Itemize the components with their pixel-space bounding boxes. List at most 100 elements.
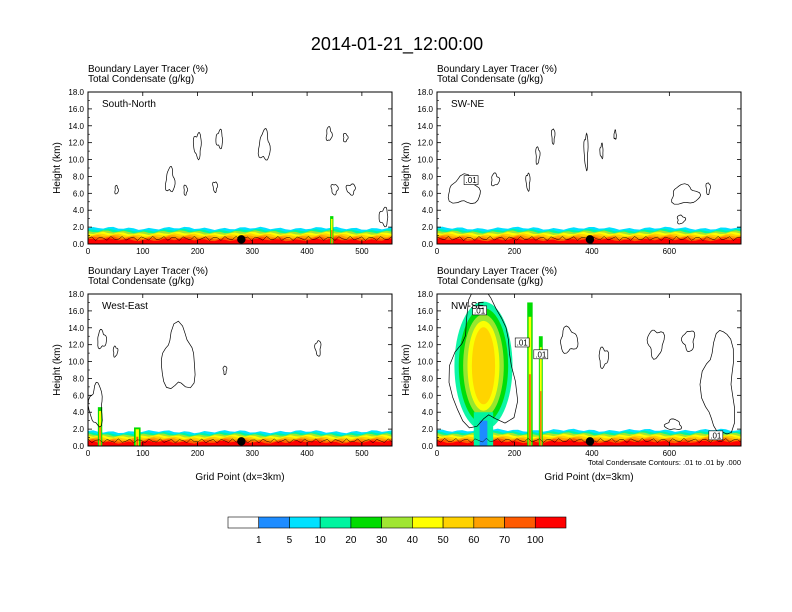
condensate-contour <box>535 146 541 165</box>
panel-background <box>437 92 741 244</box>
x-tick-label: 200 <box>508 449 522 458</box>
condensate-contour <box>646 329 665 360</box>
condensate-contour <box>314 340 322 357</box>
panel-title-line2: Total Condensate (g/kg) <box>88 276 194 287</box>
condensate-contour <box>551 128 556 145</box>
panel-content <box>88 294 392 446</box>
y-tick-label: 6.0 <box>73 189 85 198</box>
y-tick-label: 2.0 <box>422 223 434 232</box>
x-tick-label: 0 <box>435 449 440 458</box>
y-tick-label: 2.0 <box>73 425 85 434</box>
x-tick-label: 0 <box>86 247 91 256</box>
colorbar-label: 10 <box>315 535 327 546</box>
y-tick-label: 0.0 <box>422 240 434 249</box>
y-tick-label: 12.0 <box>68 341 84 350</box>
condensate-contour <box>699 329 735 435</box>
y-tick-label: 4.0 <box>422 408 434 417</box>
condensate-contour <box>112 345 119 358</box>
panel-content: .01 .01 .01 .01 <box>437 294 741 446</box>
condensate-contour <box>378 206 389 228</box>
y-tick-label: 10.0 <box>68 358 84 367</box>
x-tick-label: 200 <box>191 247 205 256</box>
y-tick-label: 4.0 <box>73 206 85 215</box>
y-tick-label: 8.0 <box>73 374 85 383</box>
contour-label-box <box>514 337 530 348</box>
panel-label: West-East <box>102 301 148 312</box>
y-tick-label: 8.0 <box>422 374 434 383</box>
y-tick-label: 18.0 <box>68 290 84 299</box>
y-tick-label: 4.0 <box>422 206 434 215</box>
y-axis-label: Height (km) <box>401 142 412 194</box>
y-tick-label: 14.0 <box>68 122 84 131</box>
panel-title-line2: Total Condensate (g/kg) <box>437 276 543 287</box>
colorbar-swatch <box>350 516 382 529</box>
y-tick-label: 6.0 <box>422 189 434 198</box>
condensate-contour <box>343 133 349 143</box>
colorbar-label: 70 <box>499 535 511 546</box>
y-tick-label: 14.0 <box>68 324 84 333</box>
x-tick-label: 400 <box>585 247 599 256</box>
y-tick-label: 2.0 <box>73 223 85 232</box>
x-tick-label: 600 <box>663 247 677 256</box>
colorbar-swatch <box>319 516 352 529</box>
contour-label-text: .01 <box>710 431 722 440</box>
y-tick-label: 12.0 <box>417 341 433 350</box>
colorbar-label: 1 <box>256 535 262 546</box>
figure-title: 2014-01-21_12:00:00 <box>311 34 483 55</box>
y-tick-label: 0.0 <box>422 442 434 451</box>
panel-background <box>88 92 392 244</box>
x-tick-label: 500 <box>355 449 369 458</box>
colorbar-swatch <box>381 516 413 529</box>
panel-west-east: Boundary Layer Tracer (%)Total Condensat… <box>52 266 393 483</box>
y-axis-label: Height (km) <box>401 344 412 396</box>
x-tick-label: 600 <box>663 449 677 458</box>
y-tick-label: 16.0 <box>417 307 433 316</box>
y-tick-label: 12.0 <box>68 139 84 148</box>
condensate-contour <box>663 418 683 430</box>
condensate-contour <box>583 132 589 172</box>
colorbar-label: 20 <box>345 535 357 546</box>
y-tick-label: 2.0 <box>422 425 434 434</box>
y-tick-label: 14.0 <box>417 122 433 131</box>
colorbar-swatch <box>227 516 260 529</box>
panel-nw-se: Boundary Layer Tracer (%)Total Condensat… <box>401 266 742 483</box>
x-axis-label: Grid Point (dx=3km) <box>195 472 284 483</box>
location-marker <box>585 437 595 446</box>
panel-title-line1: Boundary Layer Tracer (%) <box>88 64 208 75</box>
colorbar-swatch <box>412 516 444 529</box>
y-tick-label: 16.0 <box>417 105 433 114</box>
panel-label: SW-NE <box>451 99 484 110</box>
condensate-contour <box>97 328 107 350</box>
x-tick-label: 300 <box>246 449 260 458</box>
condensate-contour <box>599 142 604 160</box>
x-tick-label: 100 <box>136 449 150 458</box>
colorbar-label: 60 <box>468 535 480 546</box>
condensate-contour <box>160 320 196 389</box>
y-tick-label: 0.0 <box>73 442 85 451</box>
condensate-contour <box>215 128 223 150</box>
x-tick-label: 200 <box>191 449 205 458</box>
y-tick-label: 6.0 <box>422 391 434 400</box>
panel-label: South-North <box>102 99 156 110</box>
plume-base-1 <box>529 374 531 446</box>
colorbar-swatch <box>442 516 475 529</box>
contour-note: Total Condensate Contours: .01 to .01 by… <box>588 458 741 467</box>
plume-base-0 <box>331 230 333 244</box>
condensate-contour <box>681 330 696 352</box>
colorbar-swatch <box>289 516 321 529</box>
condensate-contour <box>192 132 202 161</box>
y-tick-label: 10.0 <box>417 358 433 367</box>
location-marker <box>585 235 595 244</box>
condensate-contour <box>705 182 711 195</box>
panel-title-line1: Boundary Layer Tracer (%) <box>88 266 208 277</box>
condensate-contour <box>212 181 218 193</box>
plume-core-0 <box>479 420 488 446</box>
y-tick-label: 16.0 <box>68 307 84 316</box>
plume-layer-0-4 <box>471 327 496 405</box>
panel-title-line2: Total Condensate (g/kg) <box>88 74 194 85</box>
x-tick-label: 0 <box>435 247 440 256</box>
condensate-contour <box>613 129 617 140</box>
y-axis-label: Height (km) <box>52 344 63 396</box>
y-tick-label: 6.0 <box>73 391 85 400</box>
condensate-contour <box>671 183 702 205</box>
